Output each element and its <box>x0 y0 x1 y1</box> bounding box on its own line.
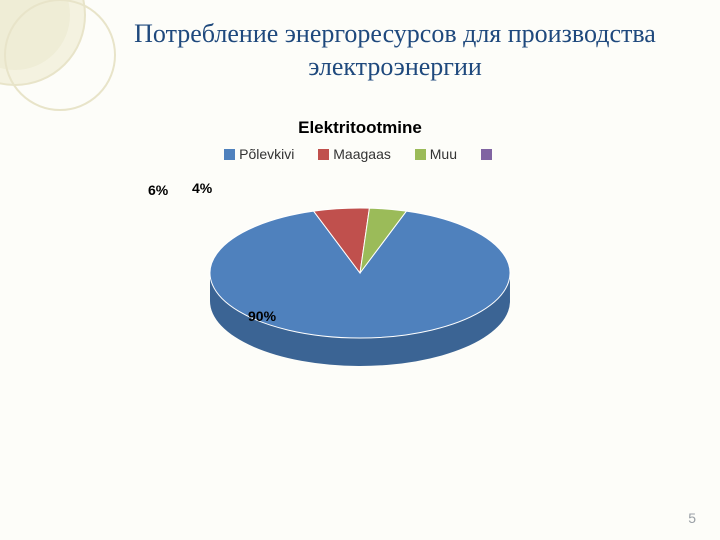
legend-item: Maagaas <box>318 146 391 162</box>
legend-item: Põlevkivi <box>224 146 294 162</box>
legend-swatch <box>481 149 492 160</box>
legend-item <box>481 146 496 162</box>
data-label-4pct: 4% <box>192 180 212 196</box>
legend-label: Muu <box>430 146 457 162</box>
legend-label: Põlevkivi <box>239 146 294 162</box>
page-number: 5 <box>688 510 696 526</box>
legend-swatch <box>318 149 329 160</box>
slide-title: Потребление энергоресурсов для производс… <box>110 18 680 83</box>
corner-decoration <box>0 0 120 120</box>
legend-swatch <box>224 149 235 160</box>
legend-label: Maagaas <box>333 146 391 162</box>
legend-item: Muu <box>415 146 457 162</box>
data-label-6pct: 6% <box>148 182 168 198</box>
chart-title: Elektritootmine <box>0 118 720 138</box>
data-label-90pct: 90% <box>248 308 276 324</box>
pie-chart: 6% 4% 90% <box>0 178 720 393</box>
legend-swatch <box>415 149 426 160</box>
chart-legend: Põlevkivi Maagaas Muu <box>0 146 720 162</box>
